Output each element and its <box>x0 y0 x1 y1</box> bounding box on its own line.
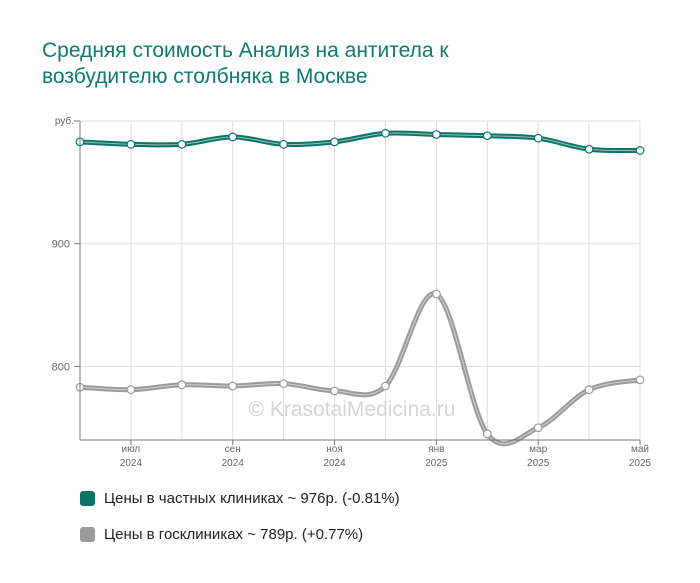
chart-title: Средняя стоимость Анализ на антитела к в… <box>42 38 602 90</box>
legend: Цены в частных клиниках ~ 976р. (-0.81%)… <box>80 488 400 560</box>
data-point-private <box>431 130 441 139</box>
axis-layer: 800 900 руб. июл 2024 сен 2024 ноя 2024 янв 2025 ма… <box>52 115 652 469</box>
x-tick-label-year: 2024 <box>120 458 143 469</box>
data-point-public <box>431 289 441 299</box>
x-tick-label-month: июл <box>122 444 141 455</box>
data-point-public <box>228 381 238 391</box>
x-tick-label-year: 2024 <box>222 458 245 469</box>
y-axis-unit-label: руб. <box>55 115 74 127</box>
data-point-private <box>533 133 543 143</box>
x-tick-label-year: 2025 <box>527 458 550 469</box>
chart-title-line-2: возбудителю столбняка в Москве <box>42 65 368 88</box>
legend-swatch-private <box>80 490 95 506</box>
x-tick-label-year: 2025 <box>629 458 652 469</box>
data-point-private <box>279 139 289 149</box>
data-point-public <box>126 385 136 395</box>
y-tick-label: 800 <box>52 361 70 373</box>
data-point-private <box>482 131 492 141</box>
data-point-public <box>177 380 187 390</box>
data-point-private <box>177 139 187 149</box>
watermark: © KrasotaiMedicina.ru <box>249 398 456 421</box>
legend-label-private: Цены в частных клиниках ~ 976р. (-0.81%) <box>104 489 400 507</box>
x-tick-label-month: мар <box>529 444 547 455</box>
x-tick-label-year: 2024 <box>323 458 346 469</box>
x-tick-label-month: ноя <box>326 444 343 455</box>
data-point-private <box>584 144 594 154</box>
data-point-private <box>330 137 339 147</box>
series-line-public <box>77 291 643 447</box>
y-tick-label: 900 <box>52 239 70 251</box>
legend-swatch-public <box>80 526 95 542</box>
legend-item-private[interactable]: Цены в частных клиниках ~ 976р. (-0.81%) <box>80 488 400 508</box>
x-tick-label-year: 2025 <box>425 458 448 469</box>
legend-item-public[interactable]: Цены в госклиниках ~ 789р. (+0.77%) <box>80 524 400 544</box>
data-point-public <box>584 385 594 395</box>
data-point-public <box>635 375 645 385</box>
data-point-private <box>228 132 238 142</box>
series-layer <box>75 128 645 447</box>
data-point-public <box>330 386 339 396</box>
data-point-private <box>381 128 390 138</box>
data-point-private <box>126 139 136 149</box>
series-line-highlight-public <box>79 293 641 445</box>
chart-title-line-1: Средняя стоимость Анализ на антитела к <box>42 39 449 62</box>
x-tick-label-month: янв <box>428 444 444 455</box>
x-tick-label-month: сен <box>225 444 241 455</box>
legend-label-public: Цены в госклиниках ~ 789р. (+0.77%) <box>104 525 364 543</box>
data-point-public <box>533 423 543 433</box>
data-point-public <box>482 429 492 439</box>
data-point-private <box>635 146 645 155</box>
data-point-public <box>279 379 289 388</box>
data-point-public <box>381 381 390 391</box>
x-tick-label-month: май <box>631 444 649 455</box>
